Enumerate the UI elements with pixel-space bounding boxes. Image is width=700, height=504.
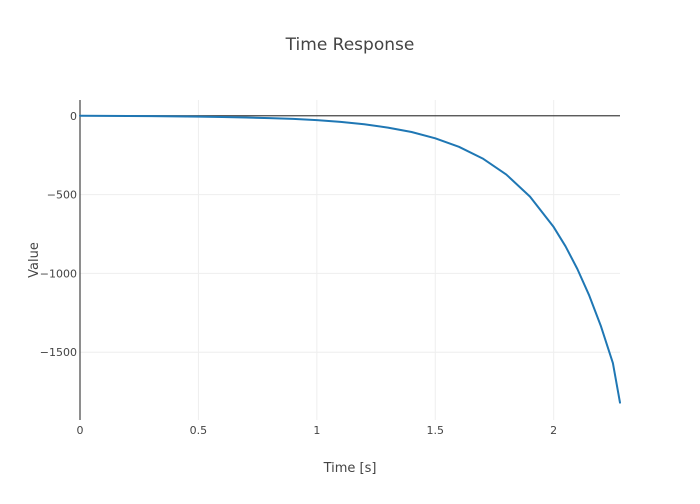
x-tick-label: 0 (77, 424, 84, 437)
series-line (79, 114, 621, 404)
x-tick-labels: 0 0.5 1 1.5 2 (77, 424, 558, 437)
chart-title: Time Response (285, 35, 415, 55)
y-axis-title: Value (27, 242, 42, 278)
y-tick-labels: 0 −500 −1000 −1500 (40, 110, 77, 359)
axes (79, 100, 620, 420)
grid-lines (80, 100, 620, 420)
y-tick-label: −1000 (40, 267, 77, 280)
y-tick-label: −1500 (40, 346, 77, 359)
y-tick-label: 0 (70, 110, 77, 123)
x-axis-title: Time [s] (323, 461, 377, 476)
y-tick-label: −500 (47, 189, 77, 202)
x-tick-label: 1.5 (427, 424, 445, 437)
x-tick-label: 0.5 (190, 424, 208, 437)
x-tick-label: 1 (313, 424, 320, 437)
data-series (79, 114, 621, 404)
x-tick-label: 2 (550, 424, 557, 437)
